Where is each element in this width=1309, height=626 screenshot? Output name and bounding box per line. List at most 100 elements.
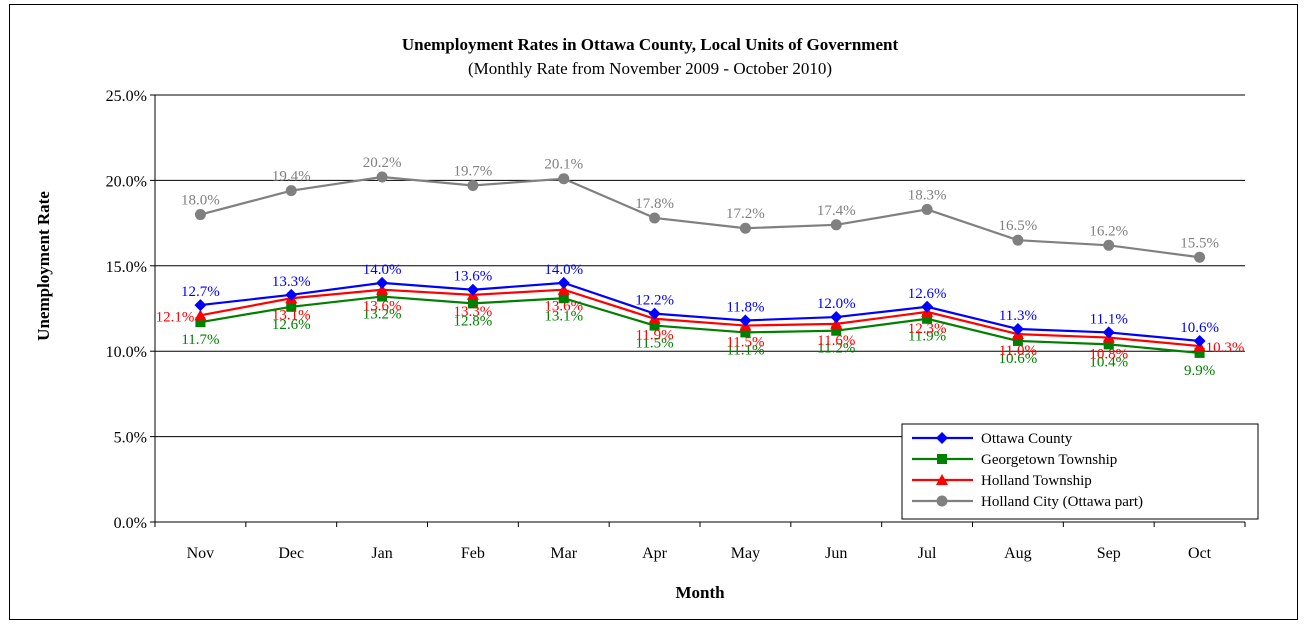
x-tick-label: Oct — [1188, 545, 1212, 562]
legend-marker — [936, 495, 948, 507]
series-holland-township — [194, 283, 1206, 352]
data-point — [194, 299, 207, 312]
data-label: 18.0% — [181, 193, 220, 209]
data-point — [1011, 322, 1024, 335]
data-label: 11.1% — [726, 342, 764, 358]
data-point — [740, 327, 751, 338]
legend-item: Holland City (Ottawa part) — [912, 494, 1143, 510]
data-point — [1103, 339, 1114, 350]
x-tick-label: Nov — [187, 545, 215, 562]
x-tick-label: Feb — [461, 545, 485, 562]
data-label: 15.5% — [1180, 235, 1219, 251]
x-axis-title: Month — [675, 583, 725, 602]
data-point — [830, 317, 843, 329]
data-point — [558, 173, 570, 185]
data-point — [557, 283, 570, 295]
data-label: 17.4% — [817, 203, 856, 219]
data-label: 13.1% — [272, 307, 311, 323]
x-tick-label: Aug — [1004, 545, 1032, 562]
data-label: 13.3% — [272, 274, 311, 290]
x-tick-label: Jun — [825, 545, 847, 562]
legend-item: Ottawa County — [912, 431, 1073, 447]
data-label: 13.6% — [544, 299, 583, 315]
data-label: 18.3% — [908, 187, 947, 203]
legend-item: Georgetown Township — [912, 452, 1117, 468]
data-point — [1012, 335, 1023, 346]
chart-title: Unemployment Rates in Ottawa County, Loc… — [402, 35, 899, 54]
x-tick-label: Apr — [642, 545, 668, 562]
data-label: 11.3% — [999, 308, 1037, 324]
data-point — [285, 288, 298, 301]
y-tick-label: 0.0% — [114, 515, 147, 532]
data-label: 11.0% — [999, 343, 1037, 359]
legend-marker — [936, 474, 948, 485]
data-label: 11.9% — [908, 329, 946, 345]
data-label: 12.6% — [908, 286, 947, 302]
data-point — [649, 320, 660, 331]
data-label: 16.5% — [999, 218, 1038, 234]
x-tick-label: Jul — [918, 545, 937, 562]
series-layer — [194, 171, 1206, 358]
data-label: 10.6% — [1180, 320, 1219, 336]
data-labels-layer: 12.7% 13.3% 14.0% 13.6% 14.0% 12.2% 11.8% 12.0%… — [156, 155, 1245, 379]
data-point — [557, 276, 570, 289]
data-point — [1012, 234, 1024, 246]
x-tick-label: May — [731, 545, 760, 562]
data-label: 14.0% — [544, 262, 583, 278]
data-label: 11.7% — [181, 332, 219, 348]
data-label: 17.2% — [726, 206, 765, 222]
legend-label: Holland Township — [981, 473, 1092, 489]
data-label: 11.5% — [726, 335, 764, 351]
data-point — [467, 180, 479, 192]
legend-label: Ottawa County — [981, 431, 1073, 447]
series-line — [200, 295, 1200, 355]
chart-subtitle: (Monthly Rate from November 2009 - Octob… — [468, 59, 832, 78]
data-point — [377, 291, 388, 302]
data-point — [376, 171, 388, 183]
legend-box — [901, 423, 1259, 520]
x-tick-labels: Nov Dec Jan Feb Mar Apr May Jun Jul Aug Sep Oct — [187, 545, 1212, 562]
data-point — [922, 313, 933, 324]
series-line — [200, 281, 1200, 343]
data-label: 11.2% — [817, 341, 855, 357]
data-point — [921, 203, 933, 215]
data-point — [1194, 251, 1206, 263]
data-point — [195, 317, 206, 328]
y-tick-label: 20.0% — [106, 173, 147, 190]
data-label: 10.6% — [999, 351, 1038, 367]
data-point — [194, 309, 207, 321]
data-label: 12.8% — [454, 313, 493, 329]
legend-label: Holland City (Ottawa part) — [981, 494, 1143, 510]
y-tick-label: 10.0% — [106, 344, 147, 361]
data-label: 12.6% — [272, 317, 311, 333]
data-label: 11.8% — [726, 299, 764, 315]
x-tick-label: Sep — [1097, 545, 1121, 562]
data-point — [830, 311, 843, 324]
data-point — [1103, 239, 1115, 251]
data-label: 16.2% — [1089, 223, 1128, 239]
data-label: 11.5% — [635, 336, 673, 352]
series-line — [200, 288, 1200, 348]
data-point — [1102, 326, 1115, 339]
series-holland-city-ottawa-part — [194, 171, 1206, 263]
legend-item: Holland Township — [912, 473, 1092, 489]
x-tick-label: Dec — [278, 545, 304, 562]
x-tick-label: Mar — [550, 545, 577, 562]
data-point — [739, 222, 751, 234]
data-label: 13.2% — [363, 307, 402, 323]
data-point — [831, 325, 842, 336]
data-point — [376, 276, 389, 289]
data-label: 19.7% — [454, 164, 493, 180]
data-point — [194, 209, 206, 221]
data-label: 13.1% — [544, 308, 583, 324]
legend-label: Georgetown Township — [981, 452, 1117, 468]
data-point — [1194, 347, 1205, 358]
data-label: 11.1% — [1090, 311, 1128, 327]
data-label: 19.4% — [272, 169, 311, 185]
y-tick-label: 5.0% — [114, 430, 147, 447]
data-label: 9.9% — [1184, 363, 1215, 379]
y-tick-labels: 0.0% 5.0% 10.0% 15.0% 20.0% 25.0% — [106, 88, 147, 532]
x-tick-label: Jan — [371, 545, 392, 562]
data-label: 17.8% — [635, 196, 674, 212]
data-point — [376, 283, 389, 295]
